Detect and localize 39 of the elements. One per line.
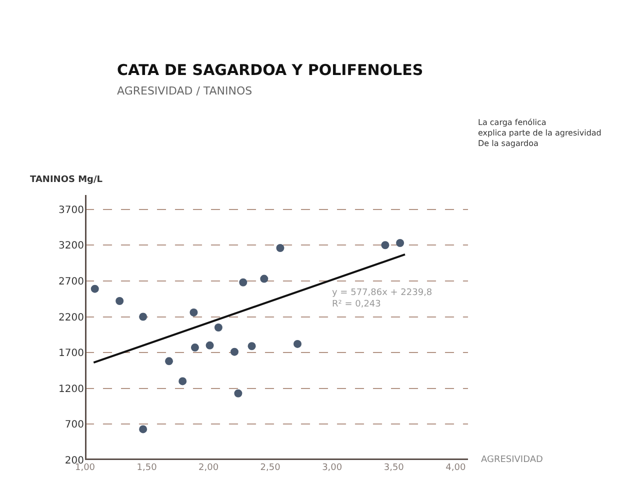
point (239, 278, 248, 286)
x-tick-label: 3,00 (322, 463, 342, 473)
point (294, 340, 302, 348)
x-tick-label: 3,50 (384, 463, 404, 473)
y-tick-label: 3200 (58, 240, 84, 252)
point (276, 244, 284, 252)
point (90, 284, 99, 293)
x-tick-label: 4,00 (446, 463, 466, 473)
point (206, 341, 214, 350)
point (116, 297, 124, 305)
y-tick-label: 2200 (58, 312, 84, 324)
point (214, 324, 222, 332)
y-tick-label: 1700 (58, 348, 84, 360)
annotation: y = 577,86x + 2239,8 R² = 0,243 (332, 288, 432, 310)
chart-title: CATA DE SAGARDOA Y POLIFENOLES (117, 61, 424, 79)
point (139, 312, 148, 321)
x-tick-label: 1,50 (136, 463, 158, 473)
text: La carga fenólica explica parte de la agresividad De la sagardoa (478, 118, 602, 148)
point (396, 238, 404, 247)
point (234, 389, 242, 398)
x-tick-label: 2,00 (198, 463, 219, 473)
chart-subtitle: AGRESIVIDAD / TANINOS (117, 84, 252, 98)
x-tick-label: 1,00 (74, 463, 96, 473)
x-tick-label: 2,50 (260, 463, 281, 473)
y-tick-label: 1200 (58, 384, 84, 395)
y-axis-title: TANINOS Mg/L (30, 175, 103, 185)
y-tick-label: 700 (64, 420, 84, 431)
point (230, 348, 238, 356)
point (139, 425, 148, 434)
point (165, 357, 174, 366)
point (248, 342, 256, 350)
y-tick-label: 3700 (58, 204, 84, 216)
point (190, 344, 199, 352)
x-axis-title: AGRESIVIDAD (481, 455, 544, 465)
point (190, 308, 198, 316)
point (381, 241, 390, 250)
y-tick-label: 2700 (58, 276, 84, 288)
point (178, 377, 187, 386)
point (260, 274, 268, 283)
